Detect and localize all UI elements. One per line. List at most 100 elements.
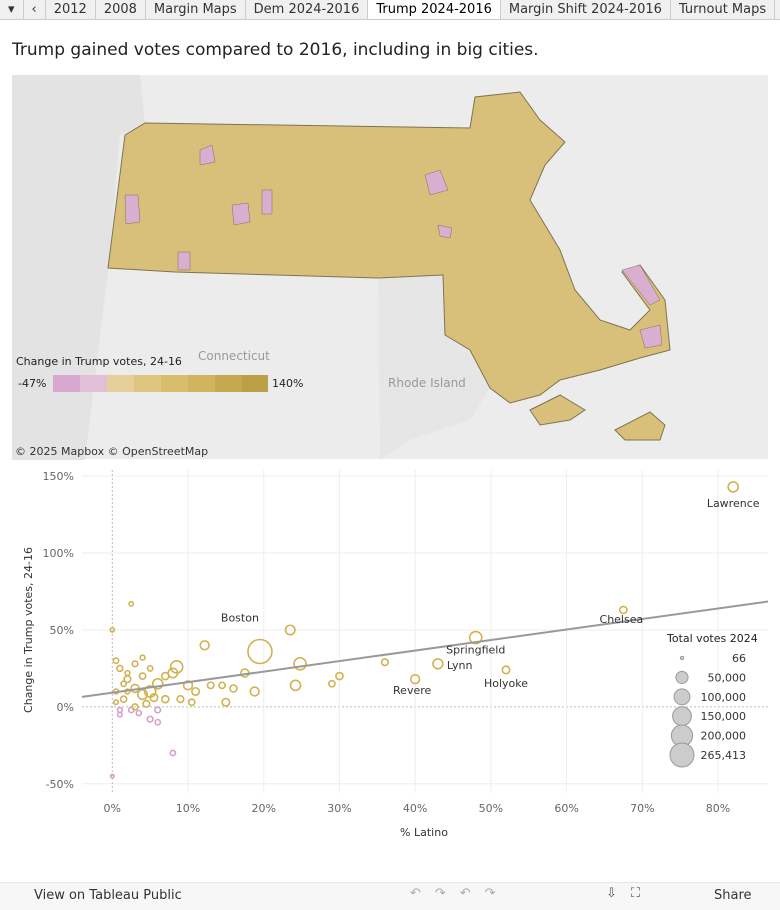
legend-max: 140% <box>272 377 303 390</box>
y-axis-title: Change in Trump votes, 24-16 <box>22 547 35 713</box>
point <box>151 677 164 690</box>
x-tick-label: 20% <box>251 802 275 815</box>
point <box>154 718 162 726</box>
map: Connecticut Rhode Island Change in Trump… <box>12 75 768 460</box>
point <box>109 627 116 633</box>
point <box>176 695 185 704</box>
size-legend-mark <box>669 742 695 768</box>
undo-redo-icons[interactable]: ↶↷↶↷ <box>410 886 510 901</box>
tab[interactable]: 2012 <box>46 0 96 19</box>
point <box>229 684 238 693</box>
point <box>131 660 139 668</box>
tab[interactable]: Turnout Maps <box>671 0 776 19</box>
state-label: Connecticut <box>198 349 270 363</box>
size-legend-label: 150,000 <box>701 710 747 723</box>
x-tick-label: 60% <box>554 802 578 815</box>
point <box>432 658 444 670</box>
point <box>293 656 307 671</box>
point <box>206 681 215 690</box>
point <box>120 680 128 688</box>
point <box>116 711 123 718</box>
point <box>187 698 196 707</box>
point <box>112 657 120 665</box>
point <box>128 600 135 607</box>
point <box>327 679 336 688</box>
point-label: Chelsea <box>600 613 644 626</box>
size-legend-label: 50,000 <box>708 671 747 684</box>
point-label: Revere <box>393 684 431 697</box>
point <box>146 664 154 672</box>
point <box>135 709 143 717</box>
x-tick-label: 80% <box>706 802 730 815</box>
point <box>468 630 483 645</box>
point <box>501 665 511 675</box>
tab[interactable]: Trump 2024-2016 <box>368 0 501 19</box>
size-legend-title: Total votes 2024 <box>666 632 758 645</box>
point <box>160 671 170 681</box>
tab[interactable]: Margin Shift 2024-2016 <box>501 0 671 19</box>
size-legend-mark <box>673 688 691 706</box>
download-icons[interactable]: ⇩⛶ <box>606 886 654 901</box>
land <box>378 275 490 460</box>
point <box>169 749 177 757</box>
point-label: Lynn <box>447 659 473 672</box>
point <box>289 679 302 692</box>
x-tick-label: 0% <box>104 802 121 815</box>
share-button[interactable]: Share <box>714 888 752 903</box>
point <box>137 689 149 701</box>
point <box>119 695 128 704</box>
x-tick-label: 30% <box>327 802 351 815</box>
size-legend-mark <box>672 706 692 727</box>
dashboard-title: Trump gained votes compared to 2016, inc… <box>12 40 539 60</box>
point <box>138 672 147 680</box>
point <box>335 671 344 681</box>
size-legend-mark <box>679 655 685 661</box>
point-label: Springfield <box>446 644 505 657</box>
size-legend-mark <box>675 670 689 684</box>
y-tick-label: -50% <box>46 778 74 791</box>
point <box>619 605 628 615</box>
point <box>182 680 194 691</box>
tab[interactable]: Margin Maps <box>146 0 246 19</box>
point <box>109 773 115 779</box>
tab[interactable]: Dem 2024-2016 <box>246 0 369 19</box>
y-tick-label: 0% <box>57 701 74 714</box>
point <box>247 638 273 665</box>
tab-nav[interactable]: ▾ <box>0 0 24 19</box>
island <box>614 411 666 441</box>
point <box>218 681 226 690</box>
point-label: Holyoke <box>484 677 528 690</box>
point <box>727 481 740 493</box>
point <box>191 686 201 697</box>
point <box>284 624 296 636</box>
point <box>199 640 210 651</box>
massachusetts <box>107 91 671 404</box>
tab-nav[interactable]: ‹ <box>24 0 46 19</box>
point <box>249 686 260 697</box>
y-tick-label: 150% <box>43 470 74 483</box>
tab[interactable]: 2008 <box>96 0 146 19</box>
x-tick-label: 50% <box>479 802 503 815</box>
size-legend-label: 265,413 <box>701 749 747 762</box>
toolbar: View on Tableau Public ↶↷↶↷ ⇩⛶ Share <box>0 882 780 910</box>
point <box>154 706 162 714</box>
x-tick-label: 70% <box>630 802 654 815</box>
y-tick-label: 100% <box>43 547 74 560</box>
view-link[interactable]: View on Tableau Public <box>34 888 182 903</box>
point <box>131 703 139 711</box>
point <box>380 658 389 667</box>
x-tick-label: 40% <box>403 802 427 815</box>
point <box>146 715 154 723</box>
point <box>149 693 159 703</box>
legend-title: Change in Trump votes, 24-16 <box>16 355 182 368</box>
state-label: Rhode Island <box>388 376 466 390</box>
island <box>529 394 586 426</box>
point <box>142 699 151 708</box>
y-tick-label: 50% <box>50 624 74 637</box>
scatter-chart: -50% 0% 50% 100% 150% 0% 10% 20% 30% 40% 50% 60% 70%… <box>22 470 769 839</box>
size-legend-label: 200,000 <box>701 730 747 743</box>
negative-town <box>124 144 663 349</box>
x-tick-label: 10% <box>176 802 200 815</box>
size-legend-label: 66 <box>732 652 746 665</box>
